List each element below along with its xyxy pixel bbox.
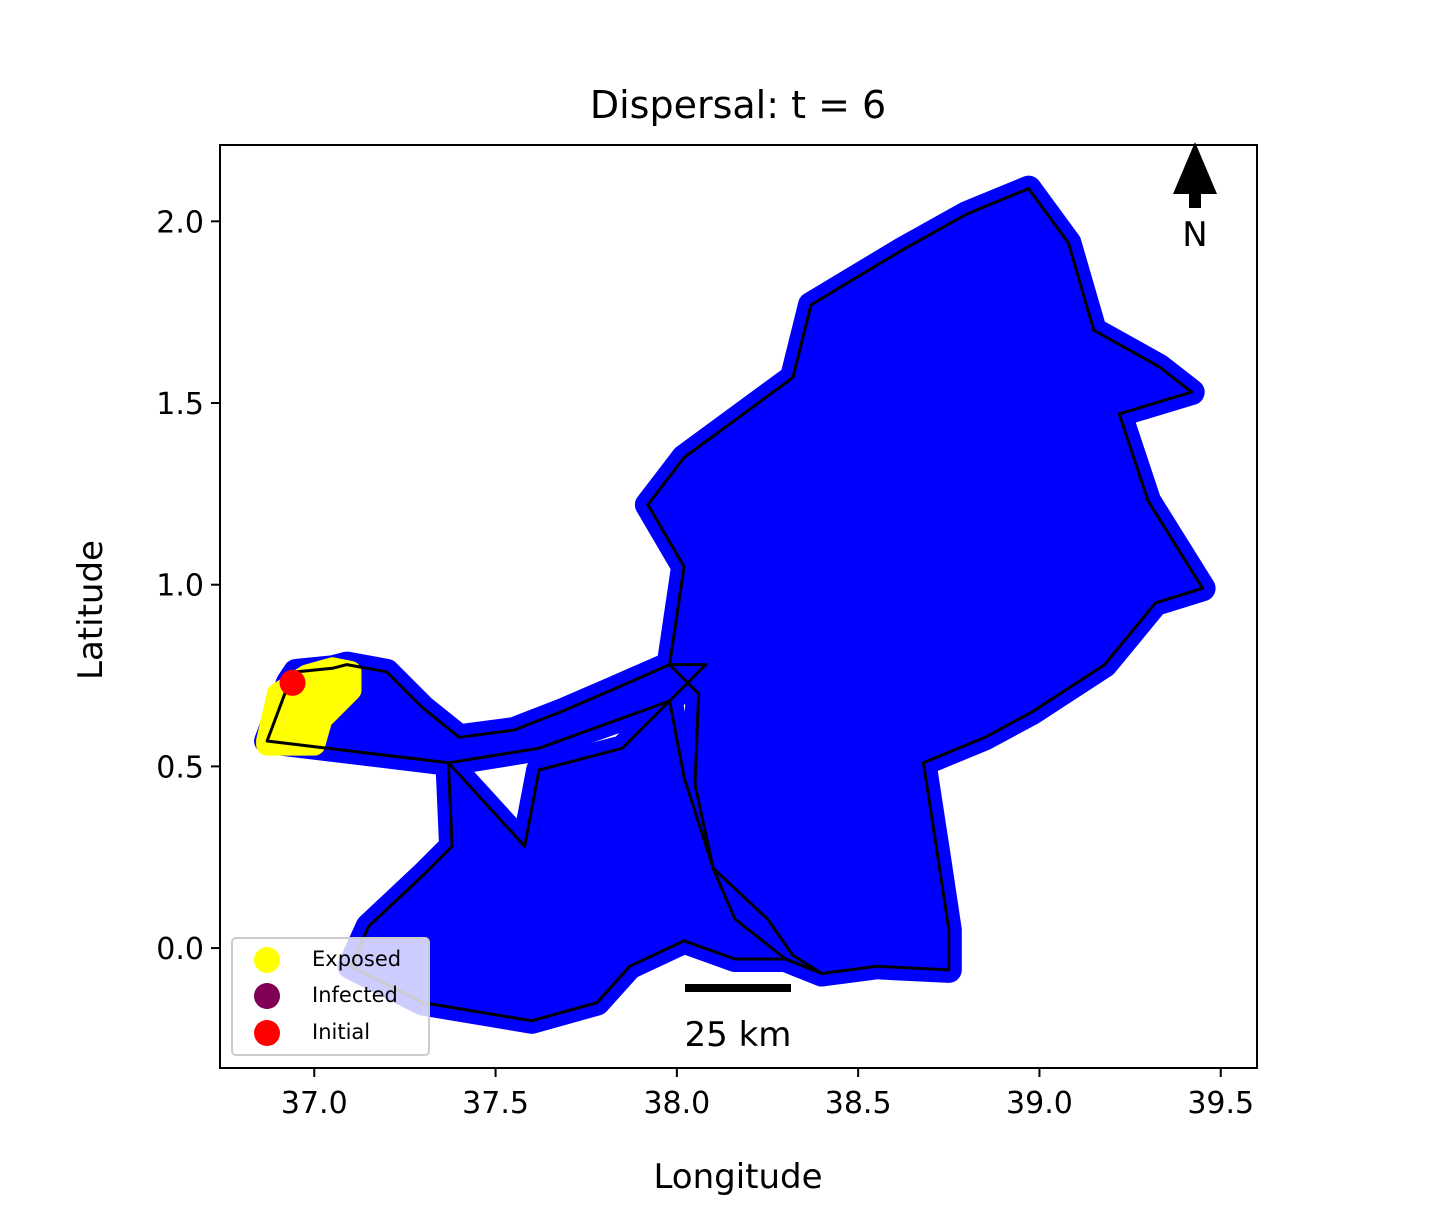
chart-title: Dispersal: t = 6 [590, 83, 886, 127]
legend-marker-infected [254, 983, 280, 1009]
x-tick-label-2: 38.0 [643, 1086, 710, 1121]
y-tick-label-1: 0.5 [156, 750, 204, 785]
north-arrow-label: N [1182, 215, 1207, 255]
legend: Exposed Infected Initial [231, 937, 430, 1056]
scale-bar-label: 25 km [685, 1015, 792, 1055]
north-arrow: N [1173, 142, 1217, 255]
x-axis-label: Longitude [653, 1157, 822, 1197]
region-boundary-east [646, 187, 1205, 975]
region-boundary-west [265, 663, 708, 765]
north-arrow-shaft [1189, 192, 1201, 208]
y-tick-label-2: 1.0 [156, 569, 204, 604]
initial-point-0 [279, 669, 306, 696]
legend-marker-exposed [254, 947, 280, 973]
legend-label-exposed: Exposed [312, 947, 401, 971]
scale-bar: 25 km [685, 984, 792, 1055]
legend-marker-initial [254, 1020, 280, 1046]
map-data-layer [254, 175, 1216, 1034]
legend-box [231, 937, 430, 1056]
north-arrow-head-icon [1173, 142, 1217, 194]
scale-bar-line [685, 984, 791, 992]
x-tick-label-1: 37.5 [462, 1086, 529, 1121]
y-tick-label-4: 2.0 [156, 205, 204, 240]
legend-label-initial: Initial [312, 1020, 370, 1044]
x-tick-label-4: 39.0 [1006, 1086, 1073, 1121]
y-tick-label-3: 1.5 [156, 387, 204, 422]
legend-label-infected: Infected [312, 983, 398, 1007]
axis-ticks: 37.0 37.5 38.0 38.5 39.0 39.5 0.0 0.5 1.0 1.5 2.0 [156, 205, 1254, 1121]
y-tick-label-0: 0.0 [156, 932, 204, 967]
x-tick-label-0: 37.0 [281, 1086, 348, 1121]
x-tick-label-3: 38.5 [825, 1086, 892, 1121]
y-axis-label: Latitude [71, 540, 111, 680]
x-tick-label-5: 39.5 [1187, 1086, 1254, 1121]
plot-area-frame [219, 144, 1258, 1069]
